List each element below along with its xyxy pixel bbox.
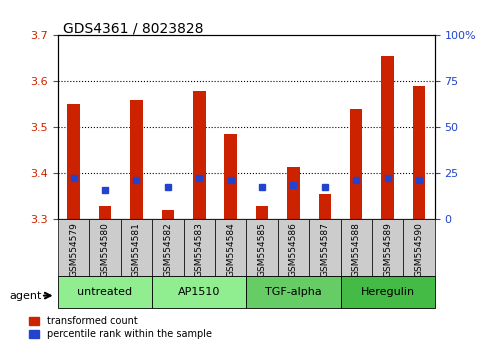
Text: GSM554587: GSM554587 [320,222,329,277]
FancyBboxPatch shape [372,219,403,276]
FancyBboxPatch shape [89,219,121,276]
Text: GSM554585: GSM554585 [257,222,267,277]
Text: GSM554581: GSM554581 [132,222,141,277]
FancyBboxPatch shape [403,219,435,276]
Bar [382,56,394,219]
Text: agent: agent [10,291,42,301]
FancyBboxPatch shape [246,219,278,276]
FancyBboxPatch shape [121,219,152,276]
Text: GSM554589: GSM554589 [383,222,392,277]
Bar [287,166,299,219]
Bar [99,206,112,219]
Legend: transformed count, percentile rank within the sample: transformed count, percentile rank withi… [29,316,212,339]
Bar [256,206,269,219]
Text: GSM554588: GSM554588 [352,222,361,277]
Bar [193,91,206,219]
Text: GSM554580: GSM554580 [100,222,110,277]
FancyBboxPatch shape [184,219,215,276]
Bar [319,194,331,219]
Bar [350,109,363,219]
FancyBboxPatch shape [278,219,309,276]
Text: GSM554582: GSM554582 [163,222,172,277]
FancyBboxPatch shape [152,219,184,276]
Bar [68,104,80,219]
Bar [224,135,237,219]
Text: GSM554583: GSM554583 [195,222,204,277]
Text: GDS4361 / 8023828: GDS4361 / 8023828 [63,21,203,35]
Text: untreated: untreated [77,287,133,297]
FancyBboxPatch shape [246,276,341,308]
FancyBboxPatch shape [341,276,435,308]
FancyBboxPatch shape [341,219,372,276]
Bar [130,100,143,219]
FancyBboxPatch shape [58,219,89,276]
Text: GSM554584: GSM554584 [226,222,235,277]
FancyBboxPatch shape [309,219,341,276]
FancyBboxPatch shape [58,276,152,308]
Text: AP1510: AP1510 [178,287,220,297]
Text: GSM554579: GSM554579 [69,222,78,277]
Text: TGF-alpha: TGF-alpha [265,287,322,297]
Text: GSM554586: GSM554586 [289,222,298,277]
Text: GSM554590: GSM554590 [414,222,424,277]
Bar [413,86,426,219]
Text: Heregulin: Heregulin [360,287,415,297]
Bar [161,210,174,219]
FancyBboxPatch shape [215,219,246,276]
FancyBboxPatch shape [152,276,246,308]
